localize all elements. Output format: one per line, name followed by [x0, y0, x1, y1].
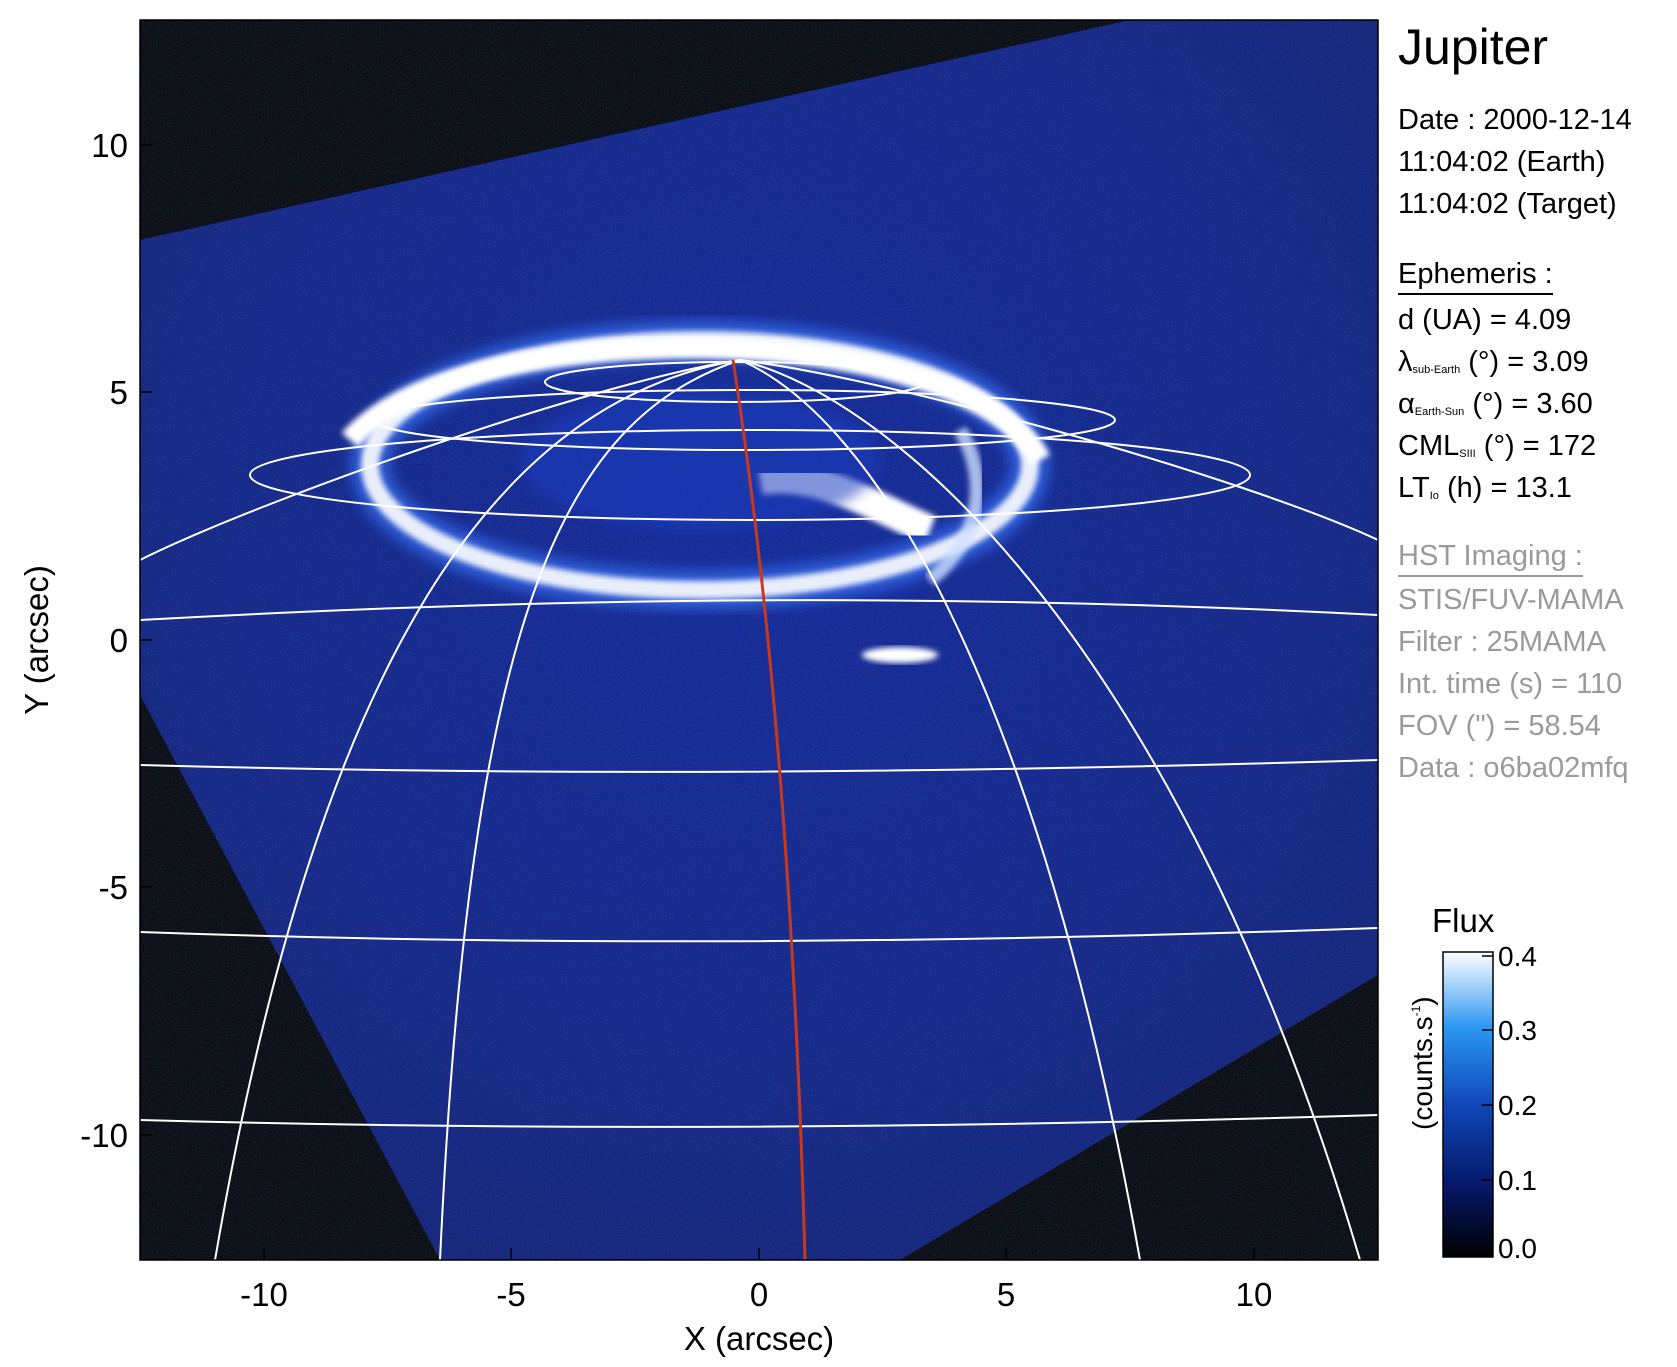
y-tick-label: -10 — [80, 1117, 128, 1154]
ephemeris-distance: d (UA) = 4.09 — [1398, 304, 1572, 336]
colorbar-title: Flux — [1432, 902, 1495, 939]
ephemeris-cml: CMLSIII (°) = 172 — [1398, 430, 1597, 462]
io-footprint — [862, 647, 938, 663]
y-tick-label: -5 — [99, 869, 128, 906]
hst-filter: Filter : 25MAMA — [1398, 626, 1606, 658]
central-meridian — [731, 359, 807, 1260]
date-label: Date : 2000-12-14 — [1398, 104, 1632, 136]
time-earth: 11:04:02 (Earth) — [1398, 146, 1606, 178]
hst-fov: FOV (") = 58.54 — [1398, 710, 1601, 742]
x-tick-label: 5 — [997, 1276, 1015, 1313]
target-title: Jupiter — [1398, 19, 1549, 75]
y-axis-label: Y (arcsec) — [18, 565, 55, 715]
y-tick-label: 5 — [110, 374, 128, 411]
colorbar-tick: 0.1 — [1498, 1165, 1537, 1196]
y-tick-label: 10 — [91, 127, 128, 164]
colorbar-tick: 0.3 — [1498, 1015, 1537, 1046]
colorbar-unit: (counts.s-1) — [1407, 996, 1438, 1130]
axis-ticks — [140, 144, 1255, 1260]
x-axis-label: X (arcsec) — [684, 1320, 834, 1357]
ephemeris-header: Ephemeris : — [1398, 258, 1553, 295]
hst-data-id: Data : o6ba02mfq — [1398, 752, 1629, 784]
x-tick-label: -10 — [240, 1276, 288, 1313]
colorbar-tick: 0.4 — [1498, 941, 1537, 972]
x-tick-label: -5 — [496, 1276, 525, 1313]
ephemeris-phase-angle: αEarth-Sun (°) = 3.60 — [1398, 388, 1593, 420]
y-tick-label: 0 — [110, 622, 128, 659]
hst-header: HST Imaging : — [1398, 540, 1583, 577]
hst-int-time: Int. time (s) = 110 — [1398, 668, 1623, 700]
hst-instrument: STIS/FUV-MAMA — [1398, 584, 1624, 616]
ephemeris-sub-earth-latitude: λsub-Earth (°) = 3.09 — [1398, 346, 1589, 378]
aurora-oval — [341, 320, 1050, 663]
ephemeris-local-time-io: LTIo (h) = 13.1 — [1398, 472, 1572, 504]
colorbar-tick: 0.0 — [1498, 1233, 1537, 1264]
time-target: 11:04:02 (Target) — [1398, 188, 1617, 220]
x-tick-label: 0 — [750, 1276, 768, 1313]
grid-longitudes — [140, 359, 1378, 1260]
colorbar-tick: 0.2 — [1498, 1090, 1537, 1121]
x-tick-label: 10 — [1236, 1276, 1273, 1313]
